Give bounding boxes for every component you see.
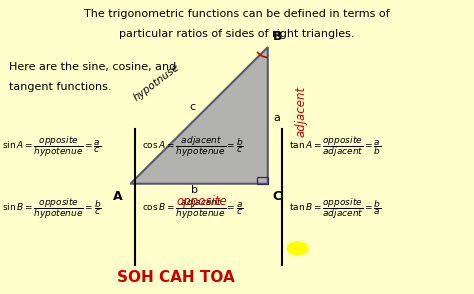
Text: tangent functions.: tangent functions. (9, 82, 112, 92)
Text: $\tan B = \dfrac{opposite}{adjacent} = \dfrac{b}{a}$: $\tan B = \dfrac{opposite}{adjacent} = \… (289, 196, 382, 221)
Text: hypotnuse: hypotnuse (131, 62, 182, 103)
Text: A: A (113, 190, 122, 203)
Text: $\sin B = \dfrac{opposite}{hypotenue} = \dfrac{b}{c}$: $\sin B = \dfrac{opposite}{hypotenue} = … (2, 196, 102, 221)
Text: b: b (191, 185, 198, 195)
Polygon shape (130, 47, 268, 184)
Text: c: c (189, 102, 195, 112)
Text: $\tan A = \dfrac{opposite}{adjacent} = \dfrac{a}{b}$: $\tan A = \dfrac{opposite}{adjacent} = \… (289, 135, 382, 159)
Text: opposite: opposite (176, 195, 227, 208)
Text: a: a (274, 113, 281, 123)
Text: particular ratios of sides of right triangles.: particular ratios of sides of right tria… (119, 29, 355, 39)
Text: C: C (273, 190, 282, 203)
Bar (257, 177, 268, 184)
Text: $\sin A = \dfrac{opposite}{hypotenue} = \dfrac{a}{c}$: $\sin A = \dfrac{opposite}{hypotenue} = … (2, 135, 102, 159)
Text: adjacent: adjacent (294, 86, 308, 137)
Text: B: B (273, 30, 282, 43)
Text: SOH CAH TOA: SOH CAH TOA (117, 270, 234, 285)
Text: $\cos A = \dfrac{adjacent}{hypotenue} = \dfrac{b}{c}$: $\cos A = \dfrac{adjacent}{hypotenue} = … (142, 135, 244, 159)
Text: Here are the sine, cosine, and: Here are the sine, cosine, and (9, 62, 177, 72)
Text: The trigonometric functions can be defined in terms of: The trigonometric functions can be defin… (84, 9, 390, 19)
Text: $\cos B = \dfrac{adjacent}{hypotenue} = \dfrac{a}{c}$: $\cos B = \dfrac{adjacent}{hypotenue} = … (142, 196, 244, 221)
Circle shape (287, 242, 308, 255)
